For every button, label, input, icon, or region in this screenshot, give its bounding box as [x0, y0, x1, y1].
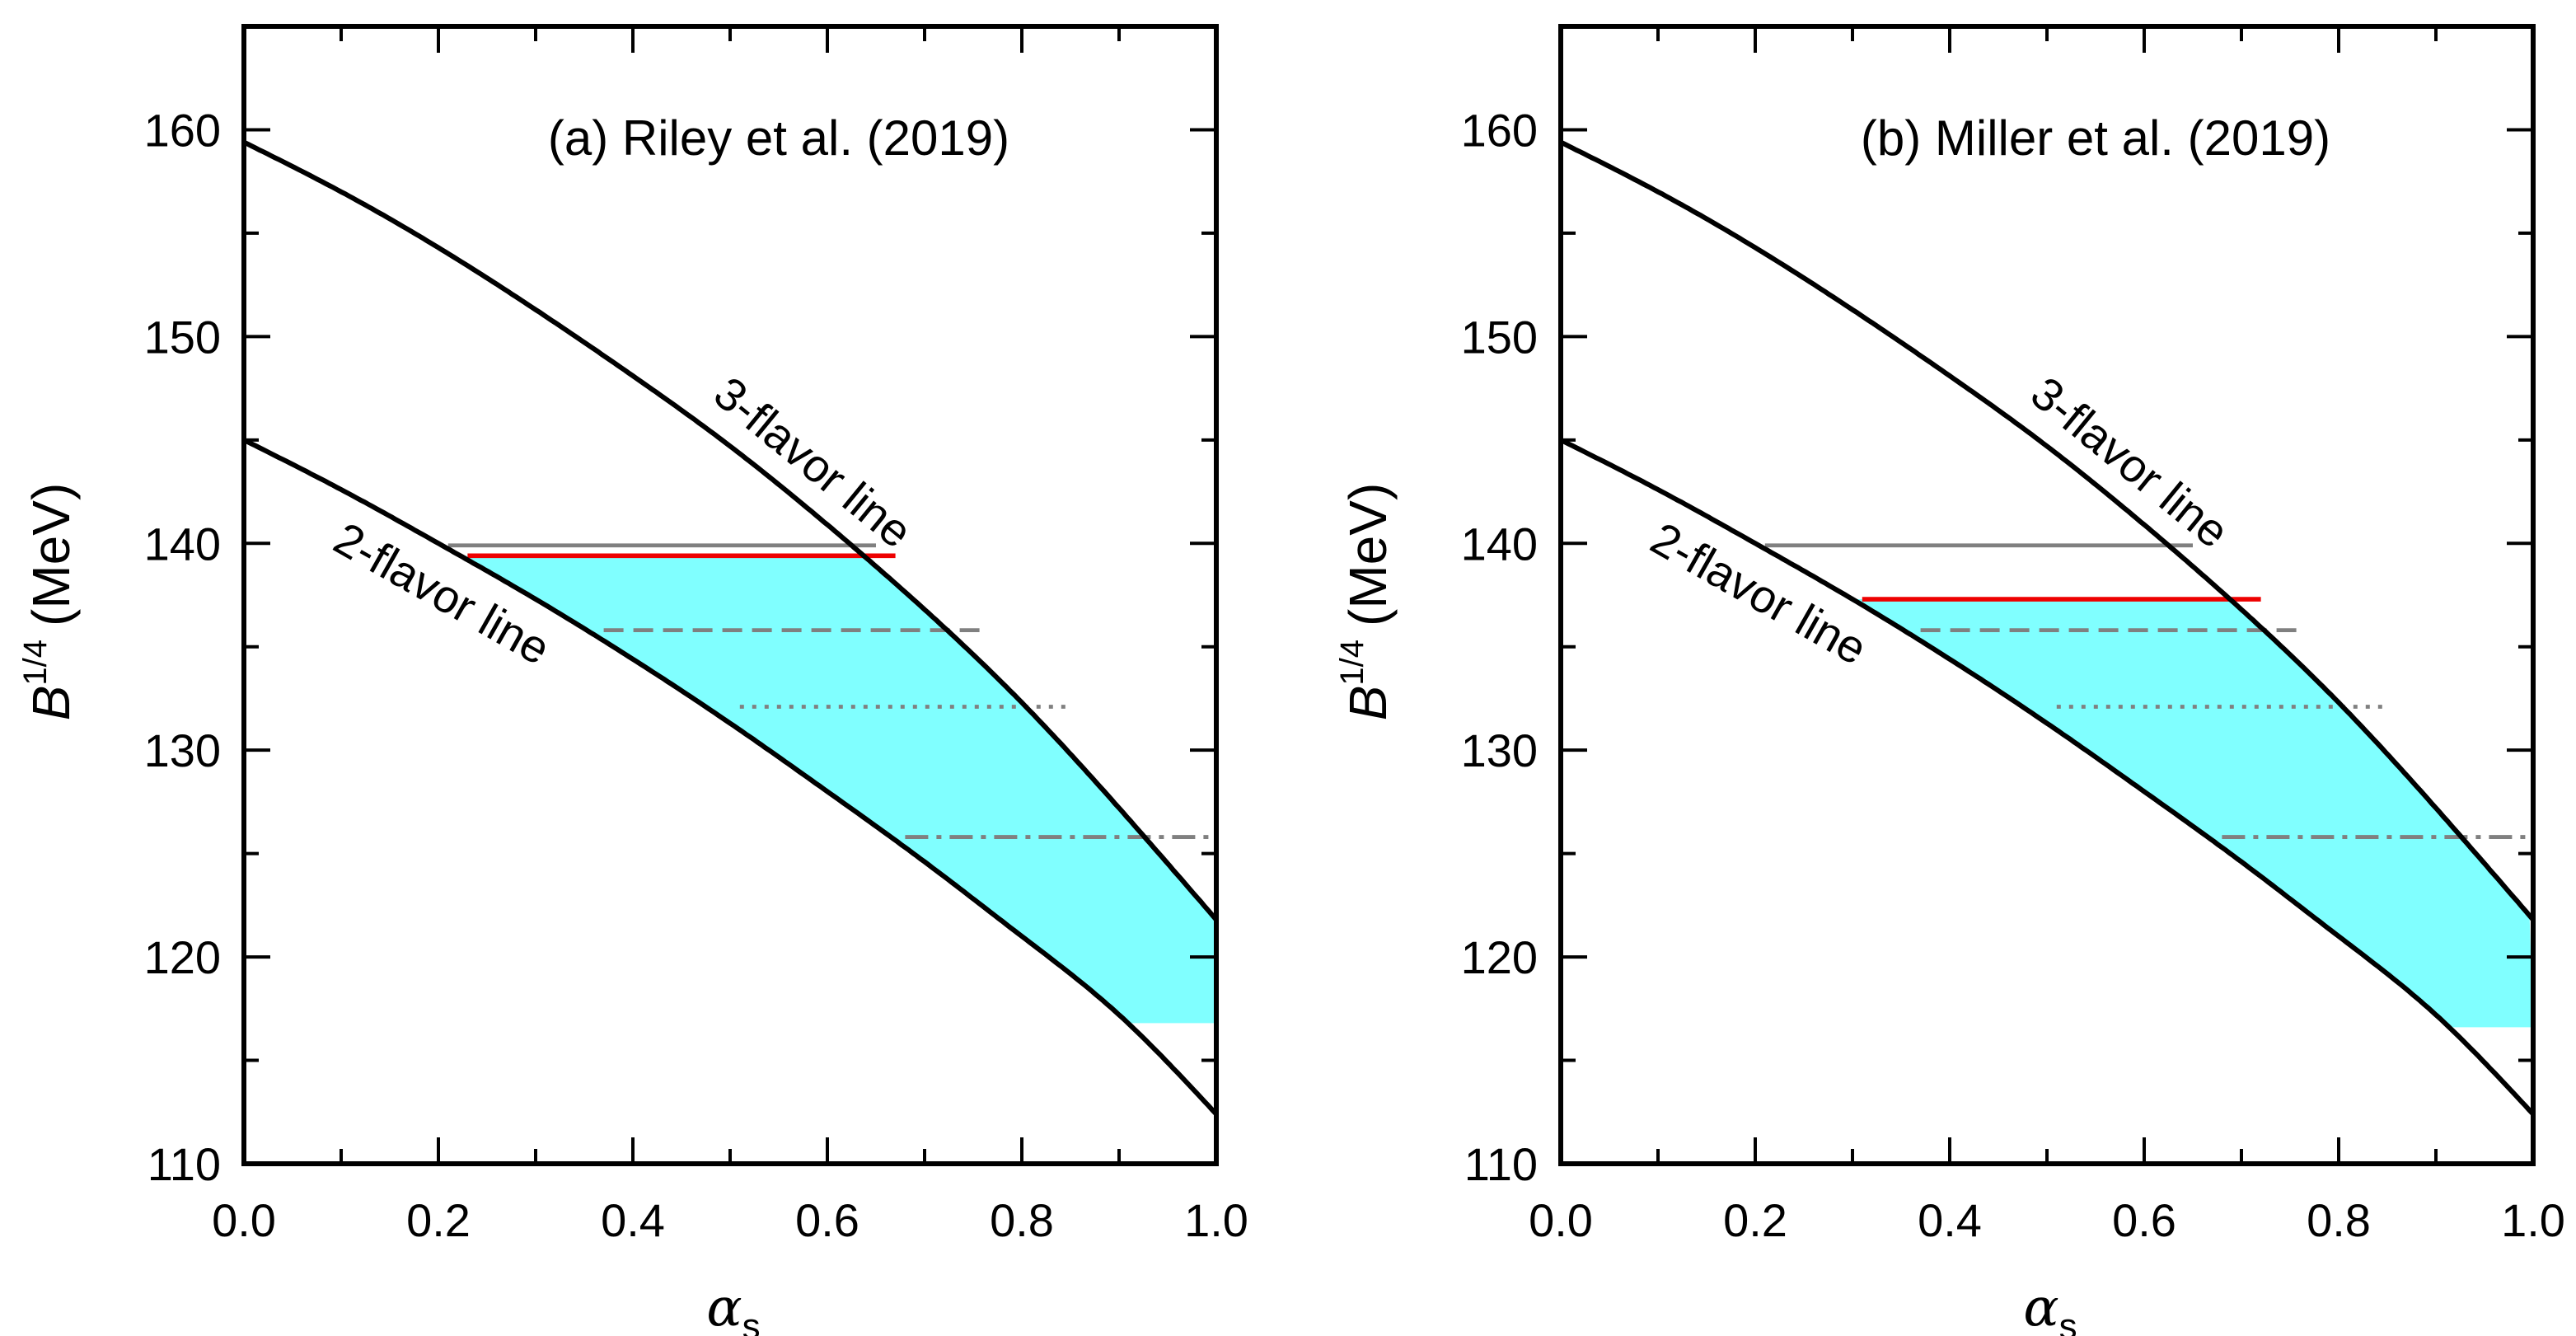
three-flavor-label: 3-flavor line: [705, 367, 922, 558]
y-axis-label: B1/4 (MeV): [17, 483, 81, 721]
y-tick-label: 150: [1461, 311, 1538, 363]
x-tick-label: 0.2: [406, 1194, 471, 1246]
x-tick-label: 0.0: [1529, 1194, 1593, 1246]
x-axis-label: αs: [706, 1277, 760, 1336]
ticks: [1559, 25, 2535, 1165]
x-tick-label: 0.6: [795, 1194, 859, 1246]
y-tick-label: 160: [144, 104, 221, 156]
y-tick-label: 140: [144, 518, 221, 570]
x-tick-label: 0.8: [2307, 1194, 2371, 1246]
y-axis-symbol: B: [1338, 686, 1398, 721]
allowed-region: [460, 555, 1216, 1024]
y-axis-unit: (MeV): [1338, 483, 1398, 626]
panel-title: (b) Miller et al. (2019): [1861, 110, 2330, 166]
x-tick-label: 0.2: [1723, 1194, 1787, 1246]
panel-a: 0.0 0.2 0.4 0.6 0.8 1.0 110 120 130 140 150 160 αs B1…: [17, 24, 1248, 1336]
y-tick-label: 120: [144, 931, 221, 983]
x-axis-symbol: α: [2023, 1277, 2058, 1336]
y-axis-symbol: B: [21, 686, 81, 721]
x-axis-label: αs: [2023, 1277, 2077, 1336]
y-axis-label: B1/4 (MeV): [1334, 483, 1398, 721]
x-tick-label: 0.4: [601, 1194, 665, 1246]
y-axis-superscript: 1/4: [17, 640, 54, 686]
y-tick-label: 130: [144, 724, 221, 776]
x-tick-label: 0.8: [990, 1194, 1054, 1246]
x-tick-label: 0.0: [212, 1194, 276, 1246]
x-axis-subscript: s: [2059, 1306, 2077, 1336]
y-tick-label: 130: [1461, 724, 1538, 776]
x-axis-subscript: s: [742, 1306, 761, 1336]
three-flavor-label: 3-flavor line: [2021, 367, 2239, 558]
x-tick-label: 1.0: [1184, 1194, 1248, 1246]
panel-b: 0.0 0.2 0.4 0.6 0.8 1.0 110 120 130 140 150 160 αs B1…: [1334, 24, 2565, 1336]
x-axis-symbol: α: [706, 1277, 742, 1336]
x-tick-label: 1.0: [2501, 1194, 2565, 1246]
y-tick-label: 110: [1464, 1138, 1538, 1190]
y-tick-label: 150: [144, 311, 221, 363]
x-tick-label: 0.4: [1918, 1194, 1982, 1246]
y-tick-label: 140: [1461, 518, 1538, 570]
three-flavor-line: [242, 139, 1219, 921]
two-flavor-line: [1559, 438, 2536, 1116]
y-tick-label: 120: [1461, 931, 1538, 983]
y-axis-unit: (MeV): [21, 483, 81, 626]
ticks: [242, 25, 1218, 1165]
three-flavor-line: [1559, 139, 2536, 921]
y-tick-label: 110: [148, 1138, 221, 1190]
y-tick-label: 160: [1461, 104, 1538, 156]
x-tick-label: 0.6: [2112, 1194, 2176, 1246]
y-axis-superscript: 1/4: [1334, 640, 1370, 686]
plot-frame: [1558, 24, 2536, 1166]
panel-title: (a) Riley et al. (2019): [548, 110, 1009, 166]
two-flavor-line: [242, 438, 1219, 1116]
